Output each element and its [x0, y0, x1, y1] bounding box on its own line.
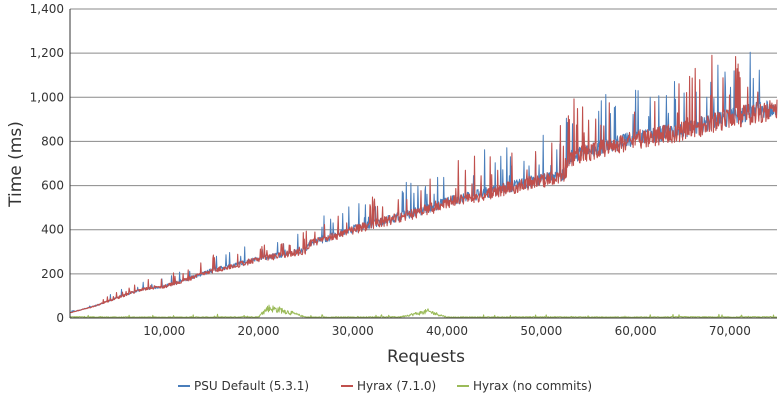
grid-lines — [70, 8, 777, 275]
y-axis-title: Time (ms) — [6, 121, 26, 208]
y-tick-label: 600 — [41, 179, 64, 193]
x-tick-label: 70,000 — [709, 324, 751, 338]
axes — [69, 9, 777, 319]
x-tick-label: 30,000 — [332, 324, 374, 338]
x-tick-labels: 10,000 20,000 30,000 40,000 50,000 60,000 70,0… — [143, 324, 751, 338]
x-tick-label: 20,000 — [238, 324, 280, 338]
series-layer — [69, 51, 778, 318]
series-line-2 — [69, 54, 778, 314]
y-tick-label: 1,200 — [30, 46, 64, 60]
x-tick-label: 10,000 — [143, 324, 185, 338]
y-tick-label: 1,000 — [30, 90, 64, 104]
y-tick-label: 400 — [41, 223, 64, 237]
y-tick-label: 1,400 — [30, 2, 64, 16]
x-tick-label: 50,000 — [520, 324, 562, 338]
y-tick-label: 200 — [41, 267, 64, 281]
series-line-3 — [70, 304, 777, 318]
legend-label[interactable]: PSU Default (5.3.1) — [194, 379, 309, 393]
x-axis-title: Requests — [387, 347, 465, 367]
y-tick-label: 800 — [41, 134, 64, 148]
series-line-1 — [69, 51, 778, 314]
legend: PSU Default (5.3.1) Hyrax (7.1.0) Hyrax (n… — [178, 379, 592, 393]
legend-label[interactable]: Hyrax (no commits) — [473, 379, 592, 393]
x-tick-label: 40,000 — [426, 324, 468, 338]
y-tick-label: 0 — [56, 311, 64, 325]
y-tick-labels: 0 200 400 600 800 1,000 1,200 1,400 — [30, 2, 64, 325]
legend-label[interactable]: Hyrax (7.1.0) — [357, 379, 436, 393]
x-tick-label: 60,000 — [615, 324, 657, 338]
